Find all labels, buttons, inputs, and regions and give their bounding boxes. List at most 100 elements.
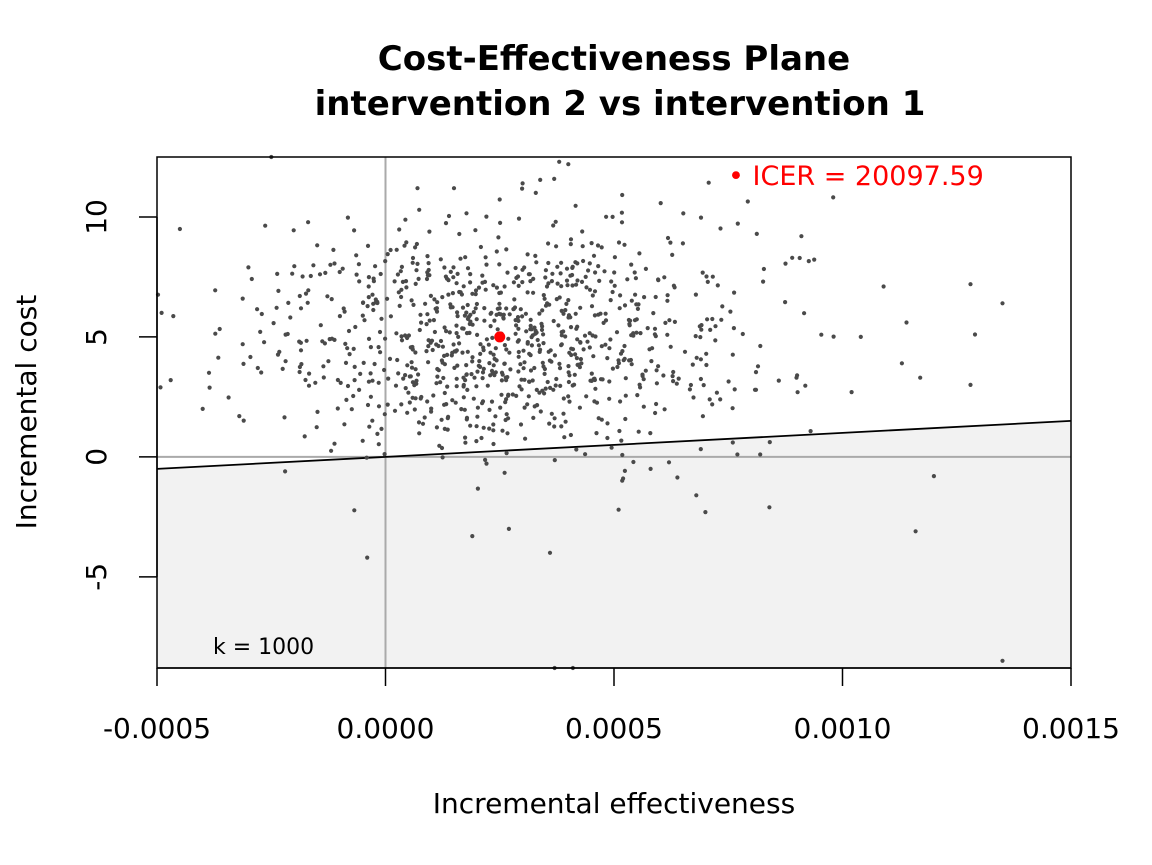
simulation-point (700, 414, 706, 419)
simulation-point (454, 281, 459, 286)
simulation-point (414, 268, 419, 273)
simulation-point (539, 321, 544, 326)
simulation-point (370, 418, 375, 423)
simulation-point (459, 407, 464, 412)
simulation-point (412, 407, 417, 412)
simulation-point (518, 422, 524, 427)
simulation-point (402, 243, 407, 248)
simulation-point (968, 282, 973, 287)
simulation-point (483, 287, 488, 292)
chart-title-line-1: Cost-Effectiveness Plane (378, 39, 850, 79)
simulation-point (633, 276, 639, 281)
simulation-point (396, 290, 401, 295)
simulation-point (579, 361, 584, 366)
simulation-point (297, 293, 302, 299)
simulation-point (671, 369, 676, 375)
y-axis-label: Incremental cost (10, 295, 43, 530)
simulation-point (593, 334, 598, 339)
simulation-point (404, 240, 409, 245)
simulation-point (271, 321, 276, 326)
simulation-point (585, 339, 590, 344)
simulation-point (616, 358, 621, 363)
simulation-point (753, 370, 759, 375)
simulation-point (636, 429, 641, 434)
simulation-point (366, 336, 372, 341)
simulation-point (482, 318, 487, 323)
simulation-point (617, 306, 622, 311)
simulation-point (494, 249, 499, 254)
simulation-point (423, 301, 428, 306)
simulation-point (767, 440, 772, 445)
simulation-point (563, 334, 568, 339)
simulation-point (480, 401, 485, 406)
simulation-point (372, 361, 377, 367)
simulation-point (474, 317, 479, 322)
cost-saving-region-layer (157, 420, 1071, 668)
simulation-point (479, 435, 484, 441)
simulation-point (464, 310, 469, 315)
simulation-point (541, 332, 546, 337)
simulation-point (504, 247, 509, 252)
simulation-point (488, 324, 493, 329)
simulation-point (819, 332, 824, 337)
simulation-point (425, 312, 430, 317)
simulation-point (631, 459, 636, 465)
simulation-point (665, 235, 671, 241)
simulation-point (802, 311, 807, 316)
simulation-point (442, 426, 447, 431)
simulation-point (577, 405, 583, 410)
simulation-point (506, 393, 511, 398)
simulation-point (473, 292, 478, 297)
simulation-point (634, 330, 639, 335)
simulation-point (703, 509, 708, 515)
simulation-point (506, 526, 511, 532)
simulation-point (352, 508, 357, 513)
simulation-point (566, 370, 571, 375)
simulation-point (409, 360, 414, 365)
simulation-point (382, 367, 387, 373)
simulation-point (442, 265, 447, 270)
simulation-point (300, 274, 305, 279)
simulation-point (795, 373, 800, 378)
simulation-point (776, 378, 781, 383)
simulation-point (337, 314, 342, 319)
simulation-point (454, 331, 459, 336)
simulation-point (491, 422, 496, 427)
simulation-point (803, 383, 808, 388)
simulation-point (213, 288, 218, 293)
simulation-point (340, 266, 345, 271)
simulation-point (497, 311, 502, 316)
simulation-point (472, 375, 477, 380)
simulation-point (735, 452, 740, 457)
simulation-point (527, 379, 532, 384)
simulation-point (455, 314, 460, 319)
simulation-point (670, 252, 675, 257)
simulation-point (968, 382, 973, 387)
simulation-point (321, 375, 326, 380)
simulation-point (597, 278, 602, 283)
simulation-point (448, 269, 453, 274)
simulation-point (283, 359, 288, 364)
simulation-point (426, 344, 431, 349)
simulation-point (491, 363, 496, 368)
simulation-point (582, 333, 588, 338)
simulation-point (286, 300, 291, 305)
simulation-point (435, 374, 440, 379)
simulation-point (698, 447, 703, 452)
simulation-point (456, 334, 461, 339)
simulation-point (213, 331, 218, 336)
simulation-point (627, 323, 632, 328)
y-tick-label: 10 (80, 199, 113, 235)
simulation-point (358, 371, 363, 376)
simulation-point (603, 311, 608, 316)
simulation-point (325, 294, 330, 299)
simulation-point (972, 332, 978, 337)
simulation-point (812, 257, 817, 262)
simulation-point (693, 292, 699, 297)
simulation-point (549, 279, 555, 284)
simulation-point (591, 354, 596, 359)
simulation-point (556, 323, 561, 328)
simulation-point (240, 296, 245, 301)
simulation-point (532, 325, 537, 330)
simulation-point (361, 360, 366, 365)
